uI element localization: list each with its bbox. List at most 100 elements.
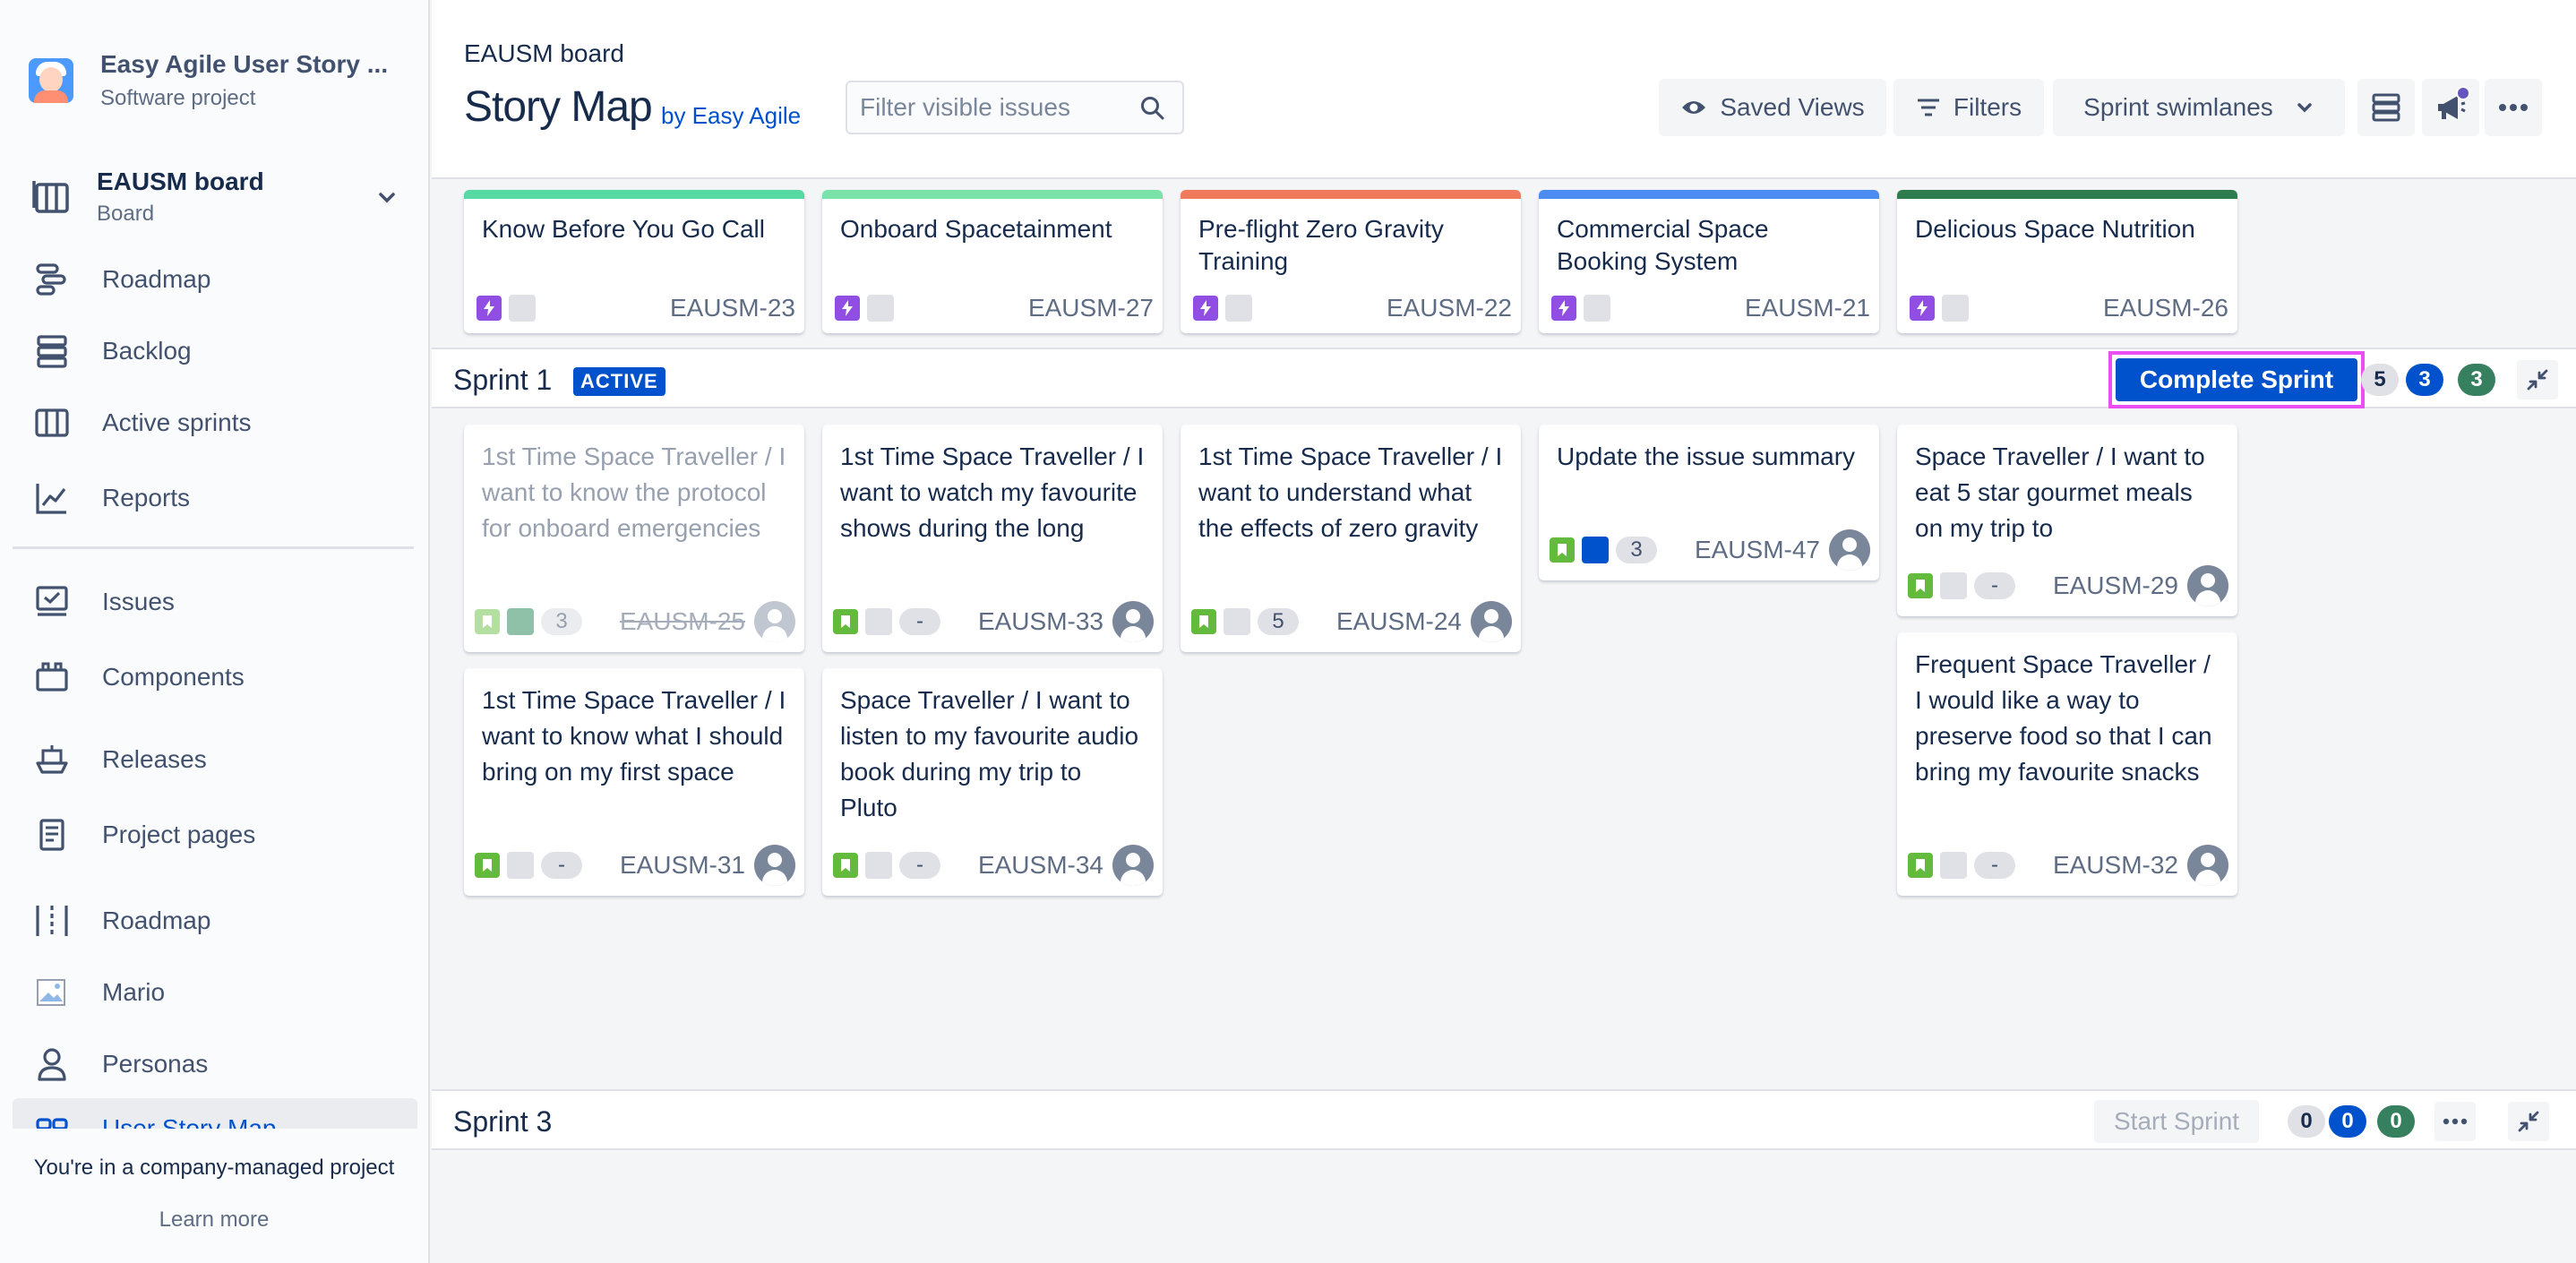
assignee-avatar-icon[interactable] xyxy=(1471,601,1512,642)
story-bookmark-icon xyxy=(475,853,500,878)
epic-key[interactable]: EAUSM-26 xyxy=(2102,294,2228,322)
saved-views-button[interactable]: Saved Views xyxy=(1659,79,1886,136)
story-title: 1st Time Space Traveller / I want to kno… xyxy=(482,686,786,786)
swimlanes-select[interactable]: Sprint swimlanes xyxy=(2053,79,2345,136)
story-key[interactable]: EAUSM-32 xyxy=(2052,851,2178,879)
epic-card[interactable]: Pre-flight Zero Gravity Training EAUSM-2… xyxy=(1181,190,1521,333)
sprint-3-header: Sprint 3 Start Sprint 0 0 0 xyxy=(432,1089,2576,1150)
sidebar-item-releases[interactable]: Releases xyxy=(13,727,417,792)
rows-icon xyxy=(2370,91,2402,124)
learn-more-link[interactable]: Learn more xyxy=(159,1207,270,1232)
status-square xyxy=(867,295,894,322)
project-header[interactable]: Easy Agile User Story ... Software proje… xyxy=(29,50,388,111)
layout-toggle-button[interactable] xyxy=(2357,79,2415,136)
status-square xyxy=(1582,537,1609,563)
story-card[interactable]: 1st Time Space Traveller / I want to wat… xyxy=(822,425,1163,652)
assignee-avatar-icon[interactable] xyxy=(754,601,795,642)
sidebar-item-roadmap[interactable]: Roadmap xyxy=(13,247,417,312)
epic-lightning-icon xyxy=(1551,296,1576,321)
announcements-button[interactable] xyxy=(2422,79,2479,136)
epic-color-bar xyxy=(1539,190,1879,199)
collapse-sprint-button[interactable] xyxy=(2508,1102,2549,1141)
story-key[interactable]: EAUSM-31 xyxy=(619,851,745,879)
story-bookmark-icon xyxy=(1191,609,1216,634)
breadcrumb[interactable]: EAUSM board xyxy=(464,39,624,67)
story-card[interactable]: Update the issue summary 3 EAUSM-47 xyxy=(1539,425,1879,580)
story-title: Space Traveller / I want to listen to my… xyxy=(840,686,1139,821)
status-square xyxy=(1224,608,1250,635)
collapse-icon xyxy=(2526,368,2549,391)
status-square xyxy=(509,295,536,322)
start-sprint-button[interactable]: Start Sprint xyxy=(2094,1100,2260,1143)
assignee-avatar-icon[interactable] xyxy=(2187,845,2228,886)
epic-card[interactable]: Commercial Space Booking System EAUSM-21 xyxy=(1539,190,1879,333)
story-card[interactable]: 1st Time Space Traveller / I want to kno… xyxy=(464,425,804,652)
story-key[interactable]: EAUSM-25 xyxy=(619,607,745,635)
sidebar-item-active-sprints[interactable]: Active sprints xyxy=(13,391,417,455)
sidebar-item-label: Mario xyxy=(102,978,166,1006)
search-input[interactable] xyxy=(860,93,1129,122)
page-subtitle-link[interactable]: by Easy Agile xyxy=(661,102,802,129)
story-card[interactable]: Frequent Space Traveller / I would like … xyxy=(1897,632,2237,896)
sprint-more-button[interactable] xyxy=(2434,1102,2476,1141)
roadmap-icon xyxy=(32,260,72,299)
epic-card[interactable]: Know Before You Go Call EAUSM-23 xyxy=(464,190,804,333)
story-points: 3 xyxy=(541,608,582,635)
company-managed-note: You're in a company-managed project xyxy=(33,1156,395,1180)
page-icon xyxy=(32,815,72,855)
status-square xyxy=(865,852,892,879)
assignee-avatar-icon[interactable] xyxy=(1829,529,1870,571)
more-options-button[interactable] xyxy=(2485,79,2542,136)
story-key[interactable]: EAUSM-33 xyxy=(977,607,1103,635)
assignee-avatar-icon[interactable] xyxy=(754,845,795,886)
story-points: 5 xyxy=(1258,608,1299,635)
sidebar-item-issues[interactable]: Issues xyxy=(13,570,417,634)
epic-card[interactable]: Onboard Spacetainment EAUSM-27 xyxy=(822,190,1163,333)
epic-title: Delicious Space Nutrition xyxy=(1915,215,2195,243)
board-selector[interactable]: EAUSM board Board xyxy=(13,161,417,233)
story-card[interactable]: Space Traveller / I want to listen to my… xyxy=(822,668,1163,896)
image-icon xyxy=(32,973,72,1012)
status-square xyxy=(1942,295,1969,322)
epic-key[interactable]: EAUSM-22 xyxy=(1386,294,1512,322)
story-card[interactable]: Space Traveller / I want to eat 5 star g… xyxy=(1897,425,2237,616)
story-bookmark-icon xyxy=(1908,853,1933,878)
story-key[interactable]: EAUSM-24 xyxy=(1335,607,1462,635)
megaphone-icon xyxy=(2434,91,2467,124)
sidebar-item-label: Project pages xyxy=(102,821,256,848)
assignee-avatar-icon[interactable] xyxy=(2187,565,2228,606)
sidebar-item-personas[interactable]: Personas xyxy=(13,1032,417,1096)
epic-color-bar xyxy=(464,190,804,199)
filter-icon xyxy=(1916,97,1941,118)
components-icon xyxy=(32,657,72,697)
sidebar-item-reports[interactable]: Reports xyxy=(13,466,417,530)
filters-button[interactable]: Filters xyxy=(1893,79,2044,136)
story-key[interactable]: EAUSM-29 xyxy=(2052,571,2178,599)
in-progress-count: 0 xyxy=(2329,1105,2366,1138)
story-key[interactable]: EAUSM-47 xyxy=(1694,536,1820,563)
story-title: 1st Time Space Traveller / I want to wat… xyxy=(840,442,1145,542)
sidebar-footer: You're in a company-managed project Lear… xyxy=(0,1129,428,1263)
epic-key[interactable]: EAUSM-27 xyxy=(1027,294,1154,322)
sidebar-item-project-pages[interactable]: Project pages xyxy=(13,803,417,867)
sidebar-item-components[interactable]: Components xyxy=(13,645,417,709)
sidebar-item-backlog[interactable]: Backlog xyxy=(13,319,417,383)
story-points: 3 xyxy=(1616,537,1657,563)
story-card[interactable]: 1st Time Space Traveller / I want to kno… xyxy=(464,668,804,896)
done-count: 0 xyxy=(2377,1105,2415,1138)
epic-card[interactable]: Delicious Space Nutrition EAUSM-26 xyxy=(1897,190,2237,333)
story-card[interactable]: 1st Time Space Traveller / I want to und… xyxy=(1181,425,1521,652)
epic-key[interactable]: EAUSM-21 xyxy=(1744,294,1870,322)
filter-search[interactable] xyxy=(846,81,1184,134)
sidebar-item-roadmap-2[interactable]: Roadmap xyxy=(13,889,417,953)
more-icon xyxy=(2442,1117,2469,1126)
more-icon xyxy=(2497,102,2529,113)
board-selector-title: EAUSM board xyxy=(97,168,264,195)
sidebar-item-mario[interactable]: Mario xyxy=(13,960,417,1025)
collapse-sprint-button[interactable] xyxy=(2517,360,2558,400)
story-key[interactable]: EAUSM-34 xyxy=(977,851,1103,879)
issues-icon xyxy=(32,582,72,622)
assignee-avatar-icon[interactable] xyxy=(1112,601,1154,642)
epic-key[interactable]: EAUSM-23 xyxy=(669,294,795,322)
assignee-avatar-icon[interactable] xyxy=(1112,845,1154,886)
